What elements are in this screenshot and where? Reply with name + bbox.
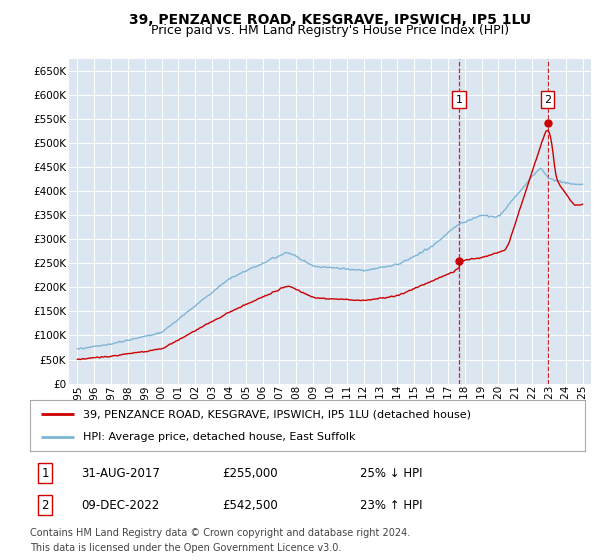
Text: This data is licensed under the Open Government Licence v3.0.: This data is licensed under the Open Gov… — [30, 543, 341, 553]
Text: HPI: Average price, detached house, East Suffolk: HPI: Average price, detached house, East… — [83, 432, 355, 442]
Text: 25% ↓ HPI: 25% ↓ HPI — [360, 466, 422, 480]
Text: 2: 2 — [544, 95, 551, 105]
Text: 39, PENZANCE ROAD, KESGRAVE, IPSWICH, IP5 1LU: 39, PENZANCE ROAD, KESGRAVE, IPSWICH, IP… — [129, 13, 531, 27]
Text: 31-AUG-2017: 31-AUG-2017 — [81, 466, 160, 480]
Text: Price paid vs. HM Land Registry's House Price Index (HPI): Price paid vs. HM Land Registry's House … — [151, 24, 509, 38]
Text: £255,000: £255,000 — [222, 466, 278, 480]
Text: 39, PENZANCE ROAD, KESGRAVE, IPSWICH, IP5 1LU (detached house): 39, PENZANCE ROAD, KESGRAVE, IPSWICH, IP… — [83, 409, 471, 419]
Text: Contains HM Land Registry data © Crown copyright and database right 2024.: Contains HM Land Registry data © Crown c… — [30, 528, 410, 538]
Text: 2: 2 — [41, 498, 49, 512]
Text: 23% ↑ HPI: 23% ↑ HPI — [360, 498, 422, 512]
Text: £542,500: £542,500 — [222, 498, 278, 512]
Text: 09-DEC-2022: 09-DEC-2022 — [81, 498, 159, 512]
Text: 1: 1 — [455, 95, 463, 105]
Text: 1: 1 — [41, 466, 49, 480]
